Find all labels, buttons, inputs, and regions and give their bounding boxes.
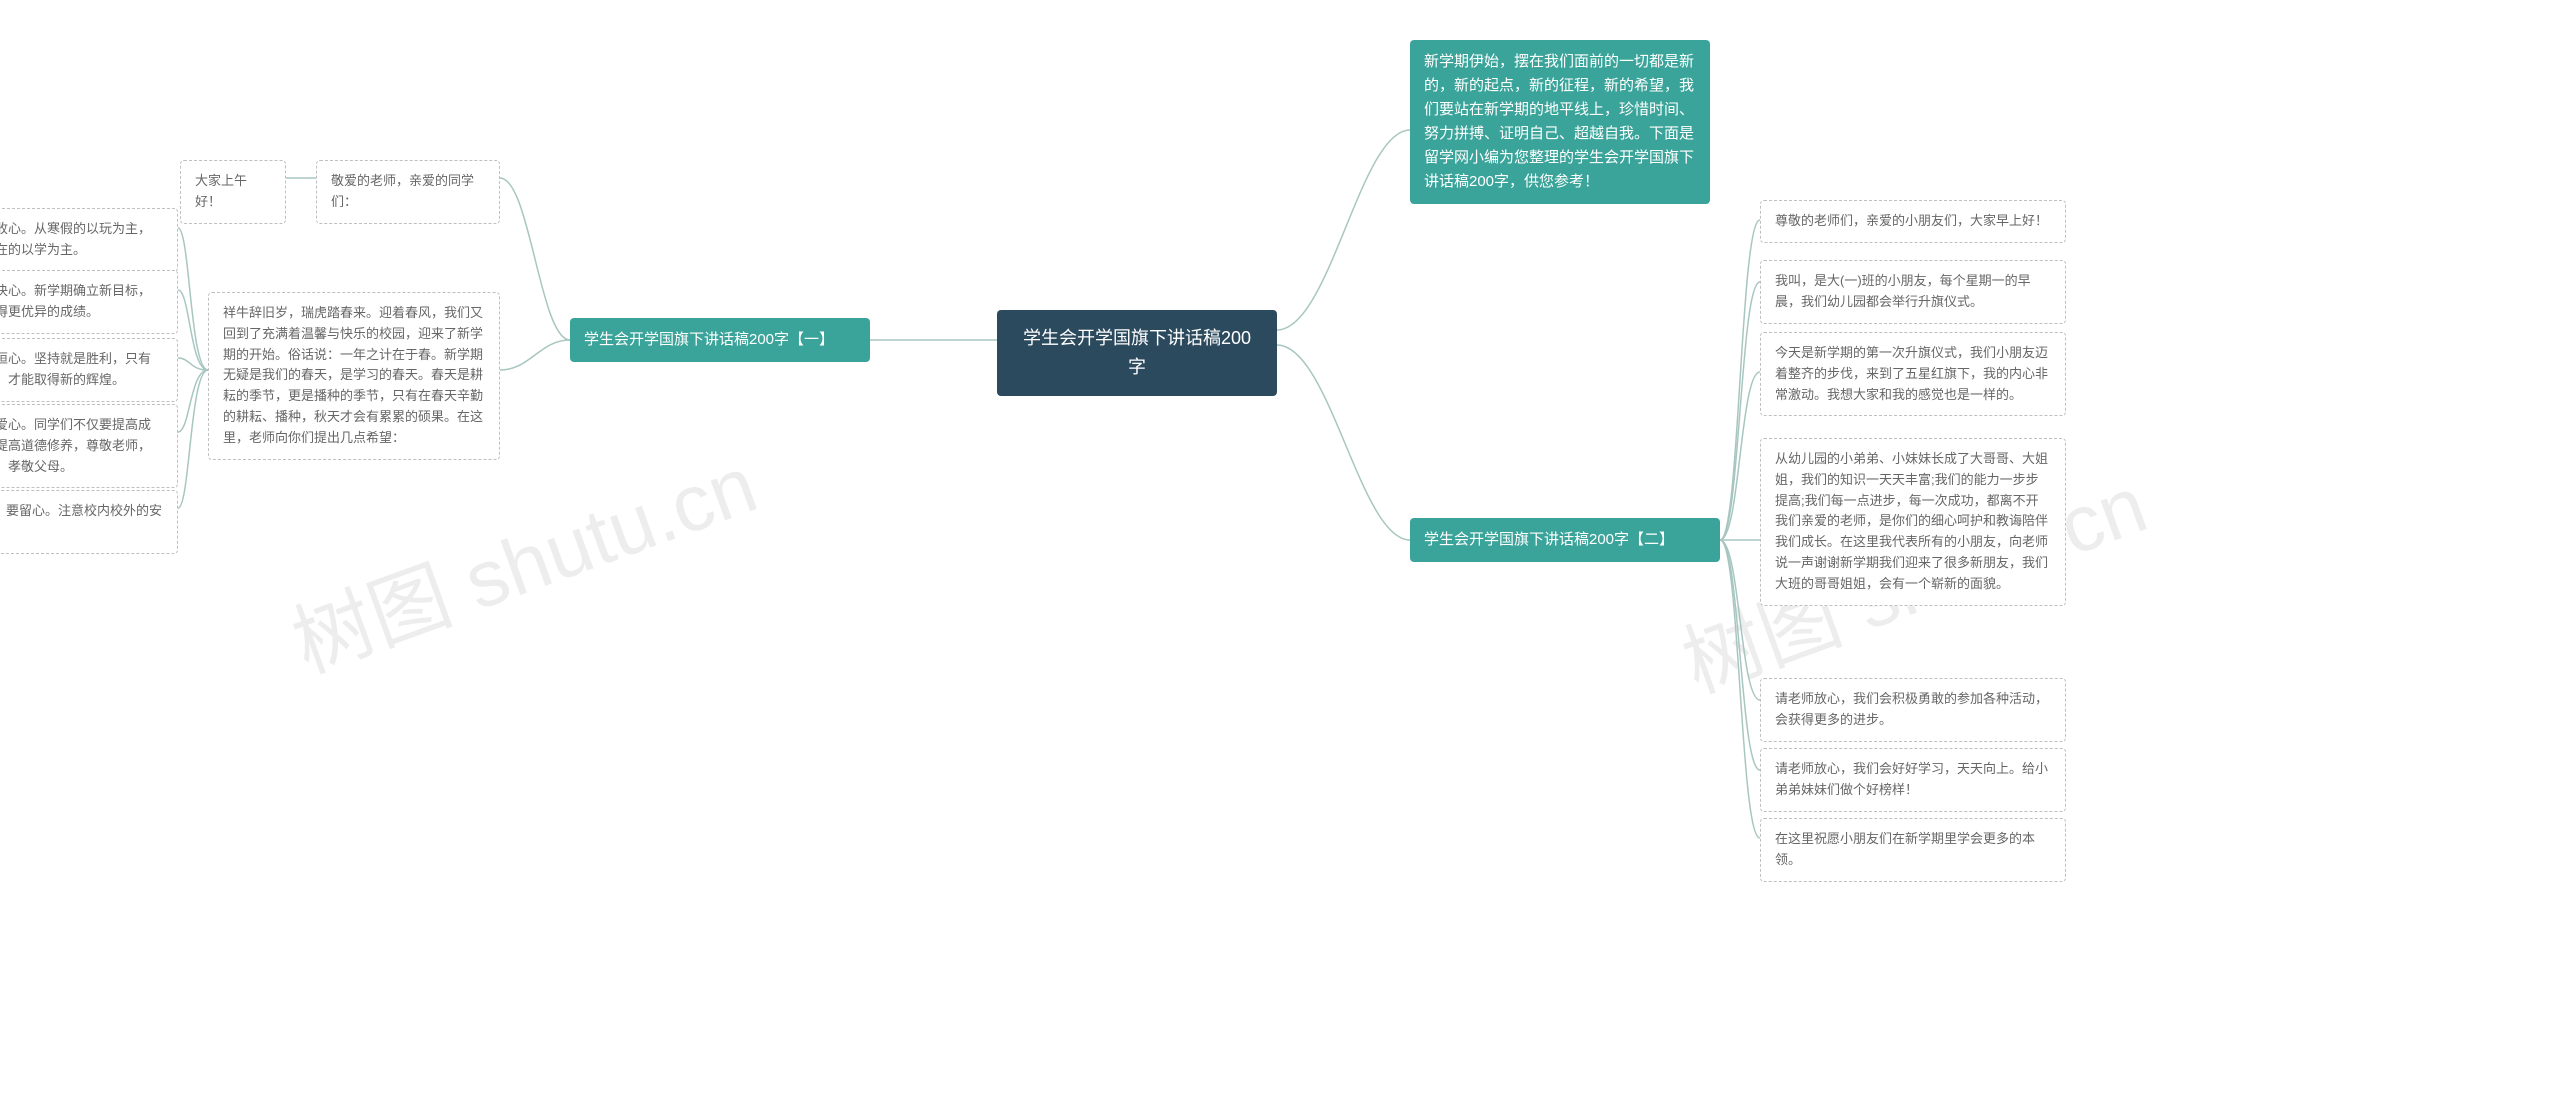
section1-body: 祥牛辞旧岁，瑞虎踏春来。迎着春风，我们又回到了充满着温馨与快乐的校园，迎来了新学… — [208, 292, 500, 460]
section1-title: 学生会开学国旗下讲话稿200字【一】 — [570, 318, 870, 362]
section2-para-3: 今天是新学期的第一次升旗仪式，我们小朋友迈着整齐的步伐，来到了五星红旗下，我的内… — [1760, 332, 2066, 416]
section1-point-4: 第四：有爱心。同学们不仅要提高成绩，更要提高道德修养，尊敬老师，团结同学，孝敬父… — [0, 404, 178, 488]
section2-para-4: 从幼儿园的小弟弟、小妹妹长成了大哥哥、大姐姐，我们的知识一天天丰富;我们的能力一… — [1760, 438, 2066, 606]
watermark: 树图 shutu.cn — [275, 421, 770, 696]
section2-para-2: 我叫，是大(一)班的小朋友，每个星期一的早晨，我们幼儿园都会举行升旗仪式。 — [1760, 260, 2066, 324]
section2-para-1: 尊敬的老师们，亲爱的小朋友们，大家早上好！ — [1760, 200, 2066, 243]
section2-title: 学生会开学国旗下讲话稿200字【二】 — [1410, 518, 1720, 562]
section1-point-1: 第一：要收心。从寒假的以玩为主，转变为现在的以学为主。 — [0, 208, 178, 272]
section1-greeting: 敬爱的老师，亲爱的同学们： — [316, 160, 500, 224]
root-node: 学生会开学国旗下讲话稿200字 — [997, 310, 1277, 396]
intro-node: 新学期伊始，摆在我们面前的一切都是新的，新的起点，新的征程，新的希望，我们要站在… — [1410, 40, 1710, 204]
section1-point-3: 第三：有恒心。坚持就是胜利，只有持之以恒，才能取得新的辉煌。 — [0, 338, 178, 402]
section2-para-6: 请老师放心，我们会好好学习，天天向上。给小弟弟妹妹们做个好榜样！ — [1760, 748, 2066, 812]
section1-point-5: 第五：要留心。注意校内校外的安全。 — [0, 490, 178, 554]
section1-morning: 大家上午好！ — [180, 160, 286, 224]
section2-para-5: 请老师放心，我们会积极勇敢的参加各种活动，会获得更多的进步。 — [1760, 678, 2066, 742]
section1-point-2: 第二：下决心。新学期确立新目标，下决心取得更优异的成绩。 — [0, 270, 178, 334]
section2-para-7: 在这里祝愿小朋友们在新学期里学会更多的本领。 — [1760, 818, 2066, 882]
